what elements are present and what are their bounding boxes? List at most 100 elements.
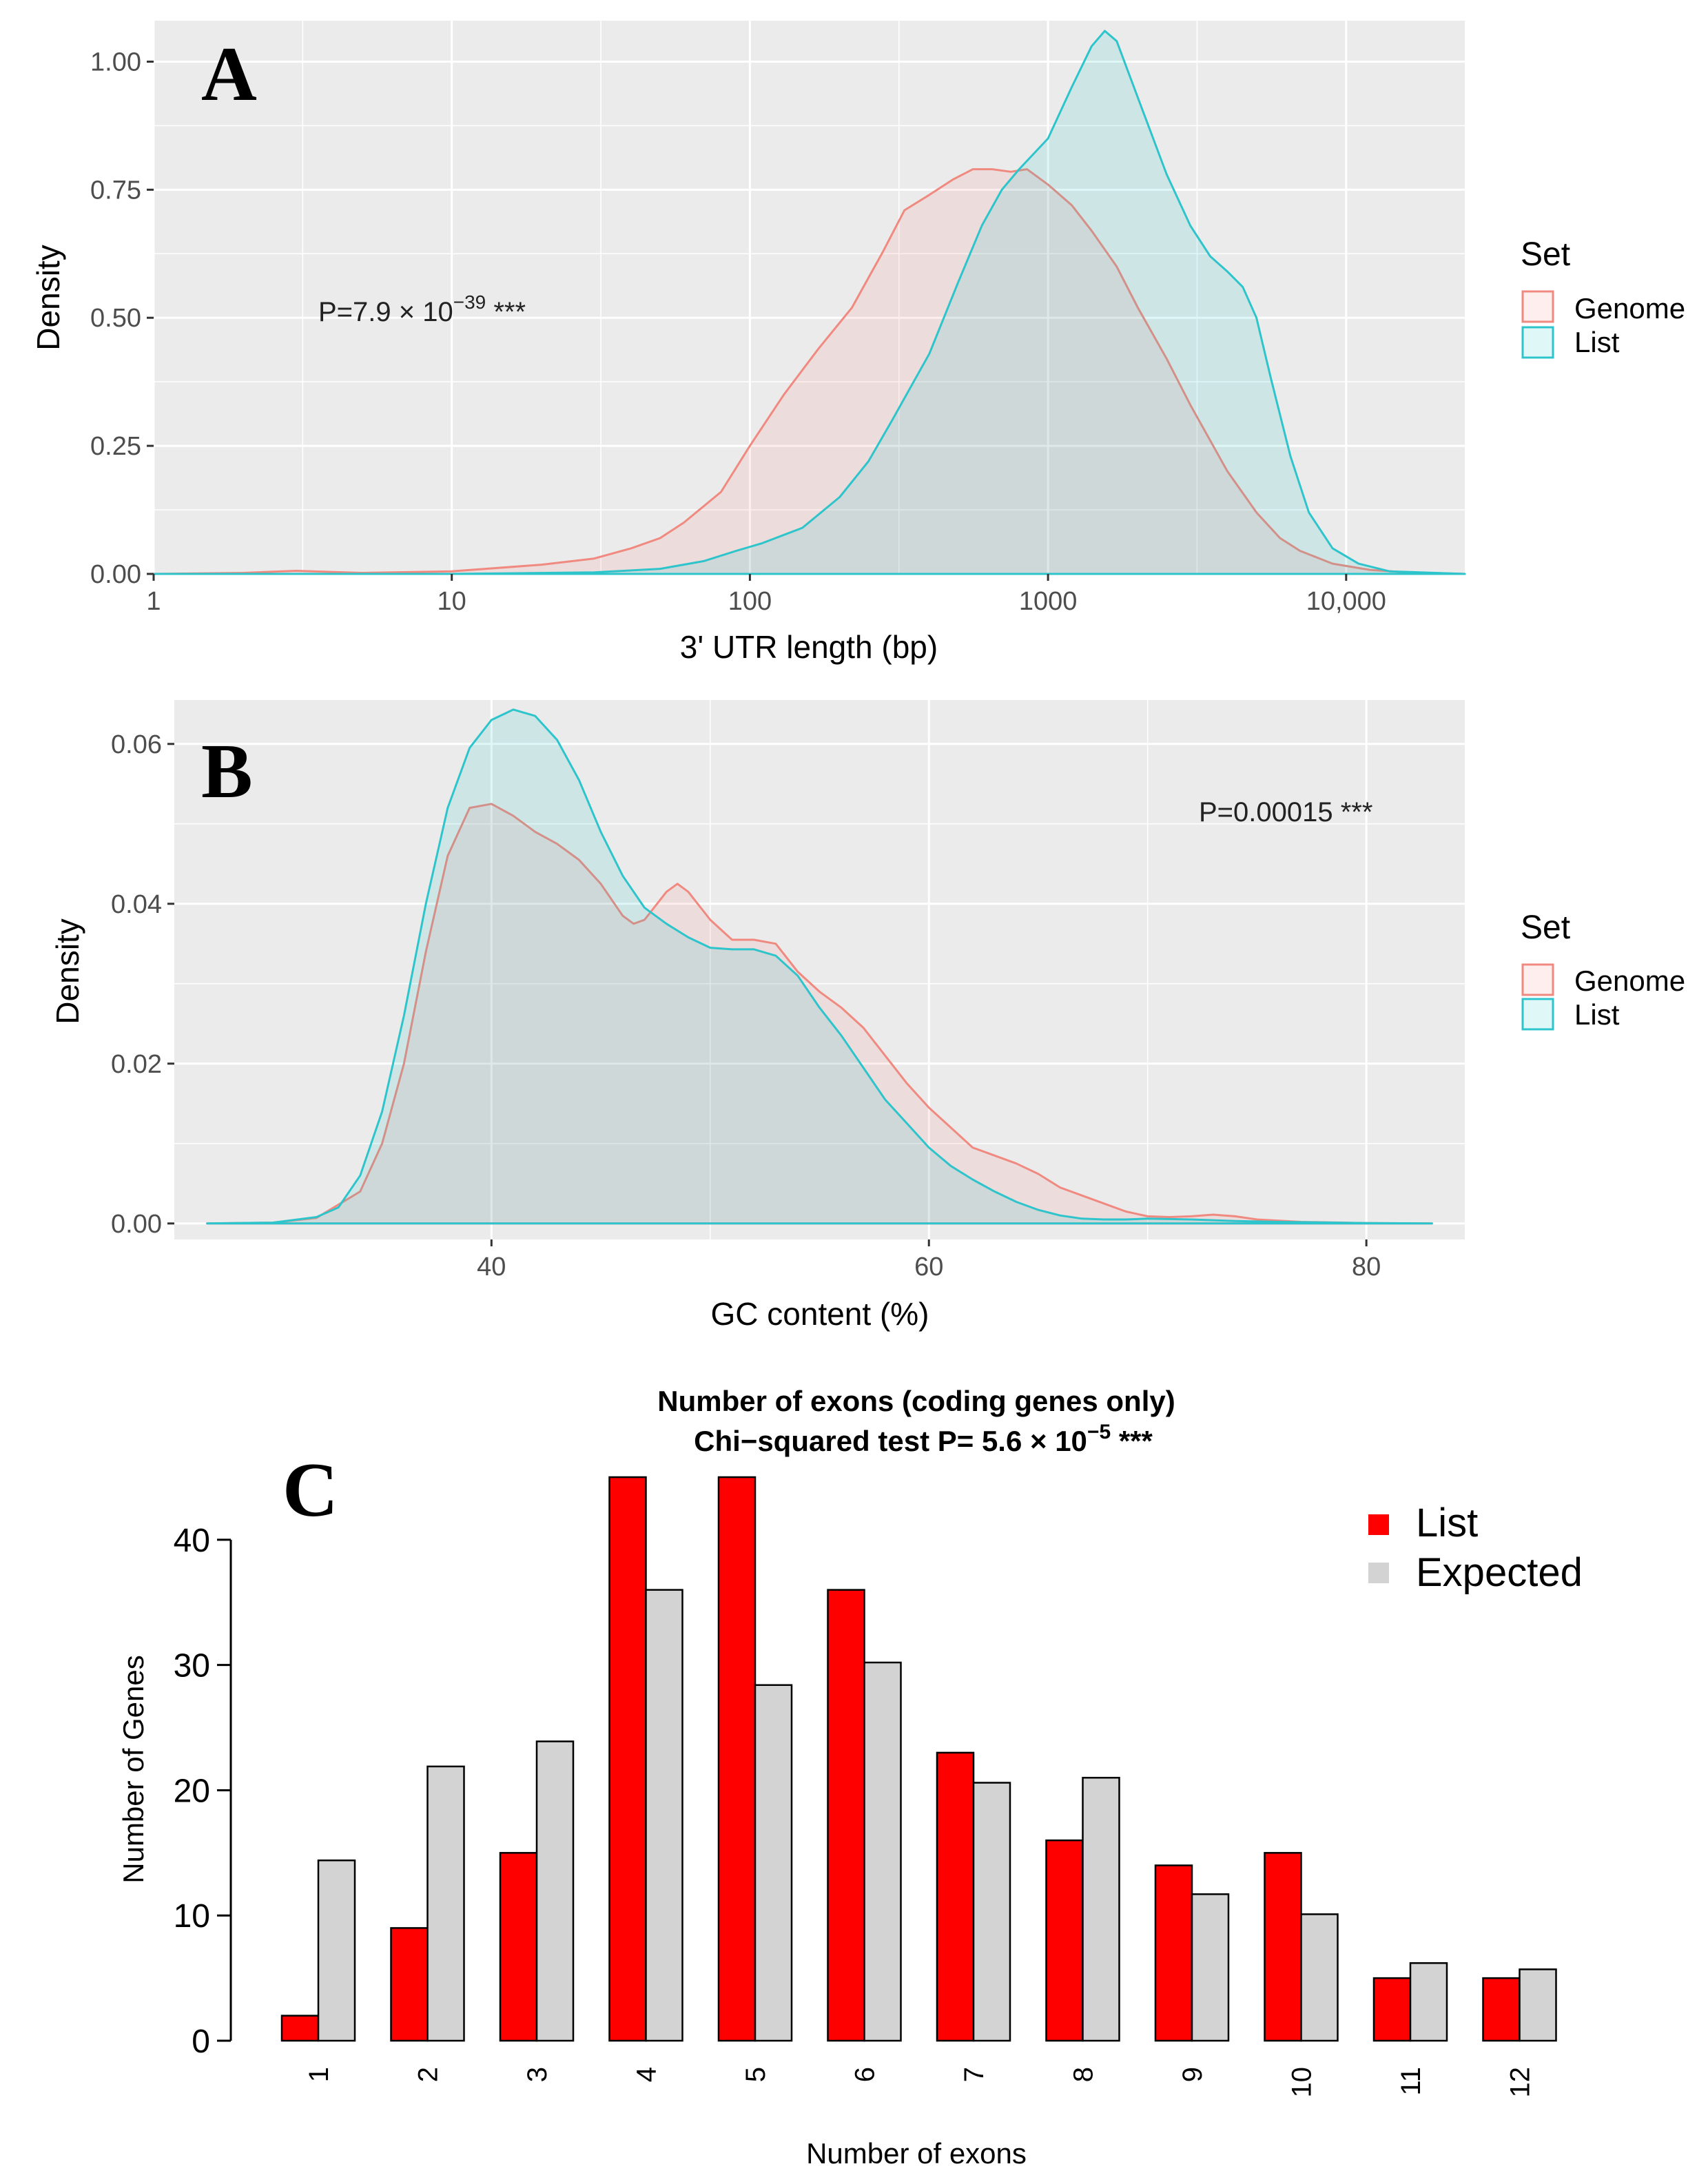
- panel-a-x-axis-title: 3' UTR length (bp): [680, 629, 938, 665]
- panel-b-x-tick-label-0: 40: [477, 1253, 506, 1281]
- panel-a-y-tick-label-3: 0.75: [90, 176, 141, 205]
- panel-a-x-tick-label-4: 10,000: [1306, 587, 1386, 616]
- panel-a-y-tick-label-1: 0.25: [90, 432, 141, 461]
- bar-expected-10: [1300, 1913, 1339, 2042]
- bar-expected-6: [863, 1661, 902, 2042]
- panel-c-x-tick-label-7: 7: [959, 2067, 989, 2082]
- panel-c-title: Number of exons (coding genes only): [657, 1385, 1175, 1417]
- panel-b-y-tick-label-3: 0.06: [111, 730, 162, 759]
- panel-c-x-tick-label-8: 8: [1069, 2067, 1099, 2082]
- bar-expected-1: [317, 1859, 356, 2042]
- bar-expected-4: [645, 1589, 683, 2042]
- panel-a-x-tick-label-1: 10: [438, 587, 466, 616]
- panel-c-subtitle: Chi−squared test P= 5.6 × 10−5 ***: [694, 1421, 1153, 1457]
- panel-b-legend-title: Set: [1521, 909, 1570, 946]
- panel-a-x-tick-label-3: 1000: [1019, 587, 1078, 616]
- panel-c-x-tick-label-6: 6: [850, 2067, 881, 2082]
- panel-b-legend-key-list: [1521, 998, 1554, 1031]
- panel-a-y-axis-title: Density: [30, 245, 66, 350]
- panel-a-legend-key-list: [1521, 326, 1554, 359]
- panel-b-y-tick-label-2: 0.04: [111, 890, 162, 919]
- panel-a-x-tick-label-0: 1: [146, 587, 161, 616]
- panel-c-x-tick-label-1: 1: [304, 2067, 334, 2082]
- panel-a-y-tick-label-0: 0.00: [90, 560, 141, 589]
- panel-c-x-tick-label-11: 11: [1396, 2067, 1426, 2096]
- panel-a-legend-title: Set: [1521, 236, 1570, 273]
- panel-c-x-tick-label-10: 10: [1287, 2067, 1317, 2098]
- panel-b-background: [174, 700, 1465, 1239]
- panel-b-pvalue: P=0.00015 ***: [1199, 797, 1372, 827]
- panel-b-legend-label-genome: Genome: [1574, 965, 1685, 997]
- panel-a-list-density: [152, 30, 1466, 575]
- panel-a-legend-label-genome: Genome: [1574, 292, 1685, 325]
- panel-c-y-axis-title: Number of Genes: [117, 1655, 150, 1884]
- panel-b-y-axis-title: Density: [50, 918, 85, 1024]
- bar-list-8: [1045, 1839, 1084, 2042]
- panel-b-x-tick-label-2: 80: [1352, 1253, 1381, 1281]
- panel-c-x-tick-labels: 1 2 3 4 5 6 7 8 9 10 11 12: [304, 2067, 1536, 2098]
- panel-b-x-axis-title: GC content (%): [711, 1296, 929, 1332]
- panel-c-y-tick-label-4: 40: [174, 1523, 210, 1559]
- panel-c-x-tick-label-5: 5: [741, 2067, 771, 2082]
- panel-b-legend: Set Genome List: [1521, 909, 1685, 1031]
- bar-list-3: [499, 1852, 538, 2042]
- panel-a-y-tick-label-4: 1.00: [90, 48, 141, 76]
- panel-a-legend-key-genome: [1521, 290, 1554, 323]
- panel-a-legend-label-list: List: [1574, 326, 1620, 358]
- bar-list-10: [1264, 1852, 1302, 2042]
- panel-a-genome-density: [152, 168, 1466, 575]
- panel-c-y-axis: 0 10 20 30 40: [174, 1523, 232, 2060]
- panel-b-x-tick-label-1: 60: [914, 1253, 943, 1281]
- panel-a-letter: A: [201, 32, 257, 117]
- bar-list-6: [827, 1589, 865, 2042]
- bar-list-7: [936, 1751, 975, 2042]
- panel-a-pvalue: P=7.9 × 10−39 ***: [318, 291, 526, 327]
- panel-c-y-tick-label-1: 10: [174, 1898, 210, 1935]
- bar-list-5: [717, 1476, 757, 2042]
- panel-c-x-tick-label-9: 9: [1177, 2067, 1208, 2082]
- panel-c-legend: List Expected: [1368, 1501, 1583, 1595]
- panel-c-legend-key-expected: [1368, 1563, 1389, 1583]
- panel-b-letter: B: [201, 729, 253, 814]
- bar-expected-12: [1519, 1968, 1557, 2042]
- panel-a-legend: Set Genome List: [1521, 236, 1685, 359]
- panel-c-legend-label-expected: Expected: [1416, 1550, 1583, 1595]
- panel-a: 1 10 100 1000 10,000 0.00 0.25 0.50 0.75 1.00 A P…: [30, 21, 1685, 665]
- panel-b-list-density: [206, 708, 1433, 1225]
- bar-expected-2: [426, 1765, 465, 2042]
- panel-a-ticks: 1 10 100 1000 10,000 0.00 0.25 0.50 0.75 1.00: [90, 48, 1386, 616]
- panel-c-legend-label-list: List: [1416, 1501, 1478, 1545]
- bar-expected-9: [1191, 1893, 1230, 2042]
- panel-b-legend-label-list: List: [1574, 998, 1620, 1031]
- bar-list-9: [1154, 1864, 1193, 2042]
- panel-c-x-tick-label-3: 3: [522, 2067, 553, 2082]
- panel-c-y-tick-label-2: 20: [174, 1773, 210, 1809]
- bar-list-11: [1372, 1977, 1412, 2042]
- bar-expected-3: [535, 1740, 575, 2042]
- panel-c-x-tick-label-2: 2: [413, 2067, 444, 2082]
- panel-a-x-tick-label-2: 100: [728, 587, 772, 616]
- panel-b-ticks: 40 60 80 0.00 0.02 0.04 0.06: [111, 730, 1381, 1281]
- bar-expected-7: [972, 1782, 1011, 2042]
- panel-b-genome-density: [206, 803, 1433, 1225]
- bar-list-12: [1482, 1977, 1521, 2042]
- panel-c-x-tick-label-12: 12: [1505, 2067, 1536, 2098]
- panel-b-y-tick-label-0: 0.00: [111, 1210, 162, 1239]
- bar-list-1: [280, 2015, 320, 2042]
- panel-b: 40 60 80 0.00 0.02 0.04 0.06 B P=0.00015 *** G…: [50, 700, 1685, 1332]
- panel-c-legend-key-list: [1368, 1514, 1389, 1535]
- panel-c-y-tick-label-0: 0: [192, 2023, 210, 2060]
- panel-c-y-tick-label-3: 30: [174, 1648, 210, 1685]
- bar-expected-11: [1409, 1962, 1448, 2042]
- panel-c: Number of exons (coding genes only) Chi−…: [117, 1385, 1583, 2170]
- panel-a-y-tick-label-2: 0.50: [90, 304, 141, 333]
- bar-expected-8: [1082, 1777, 1120, 2042]
- panel-b-y-tick-label-1: 0.02: [111, 1050, 162, 1079]
- panel-c-x-tick-label-4: 4: [632, 2067, 662, 2082]
- panel-b-legend-key-genome: [1521, 963, 1554, 996]
- panel-c-x-axis-title: Number of exons: [806, 2137, 1027, 2170]
- bar-list-2: [390, 1927, 429, 2042]
- bar-expected-5: [754, 1684, 793, 2042]
- panel-c-letter: C: [282, 1448, 338, 1533]
